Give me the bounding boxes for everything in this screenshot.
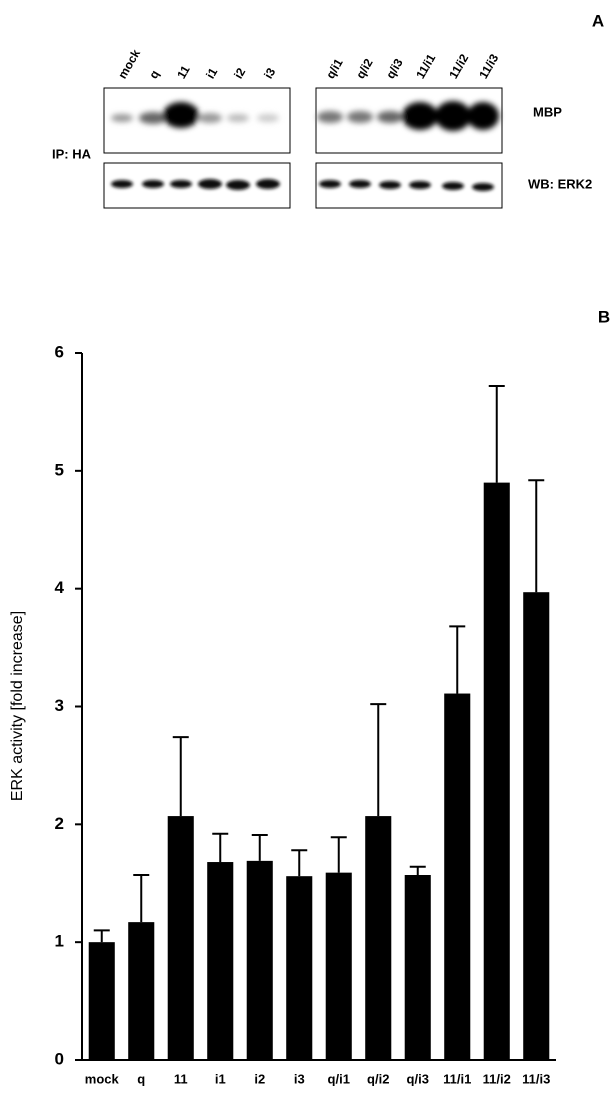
lane-label: q/i2 [353,56,376,81]
bar [483,482,510,1060]
lane-label: q/i1 [323,56,346,81]
y-tick-label: 0 [55,1049,64,1068]
bar [167,816,194,1060]
x-tick-label: i1 [215,1071,226,1086]
x-tick-label: 11/i2 [483,1071,511,1086]
y-tick-label: 4 [55,578,65,597]
bar [325,872,352,1060]
x-tick-label: q/i2 [367,1071,389,1086]
y-tick-label: 5 [55,460,64,479]
error-bar [133,874,150,923]
x-tick-label: i3 [294,1071,305,1086]
lane-label: i3 [261,65,278,81]
bar [365,816,392,1060]
y-axis-label: ERK activity [fold increase] [9,611,26,801]
bar [523,592,550,1060]
x-tick-label: q [137,1071,145,1086]
bar [88,942,115,1060]
bar [207,862,234,1060]
x-tick-label: 11 [174,1071,188,1086]
lane-label: i1 [203,65,220,81]
lane-label: 11 [174,63,193,81]
x-tick-label: q/i1 [328,1071,350,1086]
panel-label: B [598,307,610,326]
blot-mbp-left [103,87,291,154]
error-bar [291,849,308,877]
error-bar [251,833,268,861]
blot-erk-right [315,162,503,209]
error-bar [528,479,545,593]
x-tick-label: i2 [254,1071,265,1086]
error-bar [409,865,426,876]
y-tick-label: 1 [55,932,64,951]
blot-mbp-right [315,87,503,154]
y-tick-label: 3 [55,696,64,715]
bar [286,876,313,1060]
error-bar [488,384,505,483]
error-bar [449,625,466,694]
error-bar [172,736,189,817]
lane-label: 11/i2 [446,51,471,81]
x-tick-label: mock [85,1071,120,1086]
lane-label: i2 [231,65,248,81]
lane-label: 11/i1 [413,51,438,81]
lane-label: mock [115,47,143,81]
error-bar [212,832,229,863]
error-bar [370,703,387,817]
x-tick-label: q/i3 [407,1071,429,1086]
ip-label: IP: HA [52,146,92,161]
lane-label: 11/i3 [476,51,501,81]
blot-label: WB: ERK2 [528,176,592,191]
panel-label: A [592,11,604,30]
error-bar [93,929,110,943]
bar [404,875,431,1060]
x-tick-label: 11/i1 [443,1071,471,1086]
lane-label: q/i3 [383,56,406,81]
bar [444,693,471,1060]
lane-label: q [146,68,162,81]
blot-erk-left [103,162,291,209]
bar [246,860,273,1060]
bar [128,922,155,1060]
blot-label: MBP [533,104,562,119]
x-tick-label: 11/i3 [522,1071,550,1086]
y-tick-label: 6 [55,342,64,361]
error-bar [330,836,347,873]
y-tick-label: 2 [55,814,64,833]
